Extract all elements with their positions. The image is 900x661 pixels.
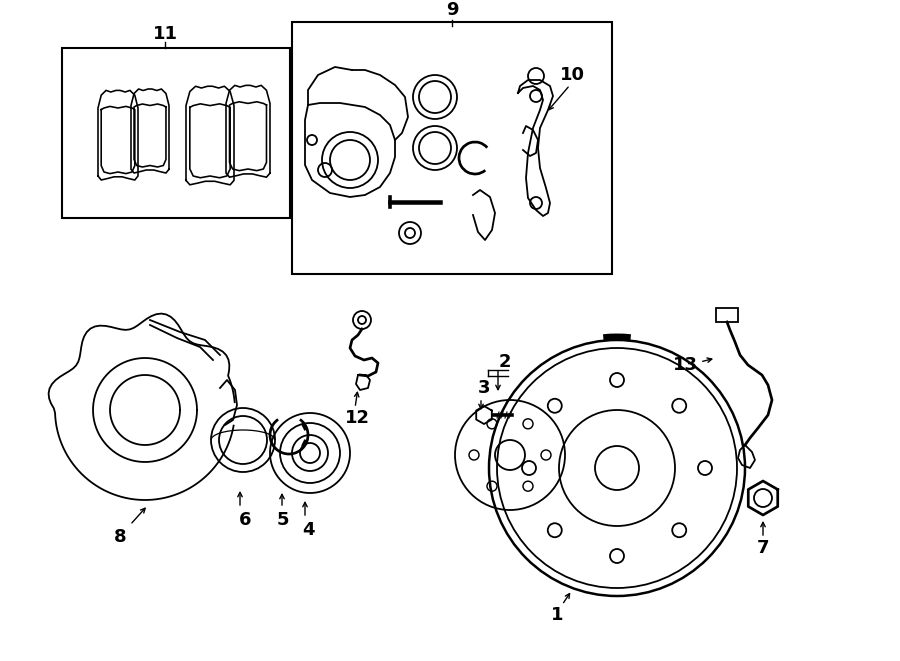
- Bar: [716, 308, 738, 322]
- Bar: [292, 22, 612, 274]
- Text: 11: 11: [152, 25, 177, 43]
- Text: 7: 7: [757, 539, 770, 557]
- Text: 1: 1: [551, 606, 563, 624]
- Text: 13: 13: [672, 356, 698, 374]
- Text: 8: 8: [113, 528, 126, 546]
- Text: 4: 4: [302, 521, 314, 539]
- Text: 6: 6: [238, 511, 251, 529]
- Text: 12: 12: [345, 409, 370, 427]
- Text: 2: 2: [499, 353, 511, 371]
- Text: 5: 5: [277, 511, 289, 529]
- Text: 9: 9: [446, 1, 458, 19]
- Text: 3: 3: [478, 379, 491, 397]
- Text: 10: 10: [560, 66, 584, 84]
- Bar: [62, 48, 290, 218]
